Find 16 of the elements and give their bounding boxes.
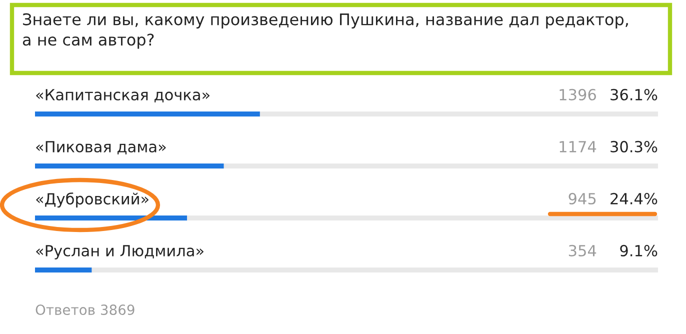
annotation: 945	[568, 192, 596, 204]
bar	[35, 268, 92, 272]
annotation: 1174	[560, 141, 596, 152]
y-tick-label: «Дубровский»	[36, 192, 148, 208]
data-label: 30.3%	[610, 140, 658, 152]
data-label: 9.1%	[620, 244, 658, 256]
bar	[35, 216, 188, 220]
annotation: 354	[568, 244, 596, 256]
annotation: 1396	[560, 88, 596, 100]
y-tick-label: «Пиковая дама»	[36, 141, 166, 154]
text: Ответов 3869	[36, 304, 134, 316]
y-tick-label: «Капитанская дочка»	[36, 89, 210, 102]
y-tick-label: «Руслан и Людмила»	[36, 245, 204, 260]
data-label: 24.4%	[610, 192, 658, 204]
chart-title: Знаете ли вы, какому произведению Пушкина, название дал редактор, а не сам автор?	[22, 13, 628, 49]
data-label: 36.1%	[610, 88, 658, 100]
